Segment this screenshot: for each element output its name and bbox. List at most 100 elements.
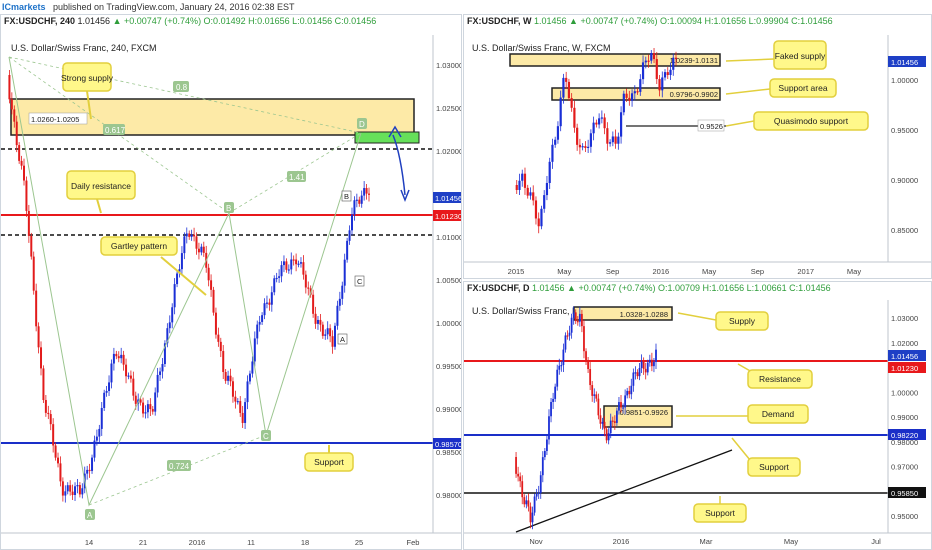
candle-body	[605, 429, 608, 441]
h4-price-axis[interactable]: 1.030001.025001.020001.015001.010001.005…	[436, 61, 461, 500]
h4-callout-pointer-0	[86, 90, 92, 120]
candle-body	[611, 136, 614, 143]
candle-body	[655, 59, 658, 80]
w-xticks-label: May	[847, 267, 861, 276]
candle-body	[622, 407, 624, 409]
w-callout-box-1	[769, 78, 837, 98]
candle-body	[607, 433, 610, 441]
w-time-axis[interactable]: 2015 May Sep 2016 May Sep 2017 May	[508, 267, 862, 276]
chart-pane-daily[interactable]: FX:USDCHF, D 1.01456 ▲ +0.00747 (+0.74%)…	[463, 281, 932, 550]
h4-point-d-box	[357, 118, 367, 129]
w-ohlc: 1.01456 ▲ +0.00747 (+0.74%) O:1.00094 H:…	[534, 16, 833, 26]
candle-body	[560, 365, 563, 367]
candle-body	[598, 118, 601, 125]
candle-body	[13, 109, 16, 122]
chart-pane-weekly[interactable]: FX:USDCHF, W 1.01456 ▲ +0.00747 (+0.74%)…	[463, 14, 932, 279]
w-callout-box-0	[773, 40, 827, 70]
d-chart-canvas[interactable]: U.S. Dollar/Swiss Franc, D, FXCM 1.0328-…	[464, 282, 931, 549]
h4-yticks-label: 0.99000	[436, 405, 461, 414]
candle-body	[363, 188, 366, 196]
candle-body	[49, 414, 52, 425]
w-callout-pointer-0	[725, 58, 775, 62]
candle-body	[368, 193, 370, 195]
candle-body	[592, 122, 595, 134]
d-time-axis[interactable]: Nov 2016 Mar May Jul	[529, 537, 881, 546]
w-zone-label-1: 0.9796-0.9902	[670, 90, 718, 99]
h4-chart-canvas[interactable]: U.S. Dollar/Swiss Franc, 240, FXCM 1.026…	[1, 15, 461, 549]
candle-body	[299, 262, 302, 264]
candle-body	[619, 112, 623, 137]
d-callout-box-0	[715, 311, 769, 331]
d-symbol[interactable]: FX:USDCHF, D	[467, 283, 530, 293]
candle-body	[35, 290, 38, 327]
h4-ratio-box-3	[167, 460, 191, 471]
candle-body	[15, 121, 18, 146]
candle-body	[251, 361, 254, 374]
d-yticks-label: 0.95000	[891, 512, 918, 521]
candle-body	[519, 476, 522, 482]
w-chart-canvas[interactable]: U.S. Dollar/Swiss Franc, W, FXCM 1.0239-…	[464, 15, 931, 278]
candle-body	[292, 259, 295, 261]
candle-body	[618, 402, 620, 411]
h4-ac-leg	[88, 434, 267, 506]
candle-body	[348, 230, 351, 241]
h4-abc-c-box	[354, 275, 365, 287]
candle-body	[74, 486, 77, 495]
h4-projection-arrow-head	[400, 189, 410, 203]
candle-body	[81, 488, 84, 495]
chart-pane-h4[interactable]: FX:USDCHF, 240 1.01456 ▲ +0.00747 (+0.74…	[0, 14, 462, 550]
w-callout-quasimodo: Quasimodo support	[774, 116, 849, 126]
d-xticks-label: Mar	[700, 537, 713, 546]
publish-info: published on TradingView.com, January 24…	[53, 2, 295, 12]
d-callout-box-3	[747, 457, 801, 477]
candle-body	[648, 359, 651, 363]
w-price-axis[interactable]: 1.00000 0.95000 0.90000 0.85000	[891, 76, 918, 235]
candle-body	[613, 421, 616, 423]
w-yticks-label: 1.00000	[891, 76, 918, 85]
candle-body	[626, 390, 629, 396]
candle-body	[355, 199, 358, 201]
candle-body	[343, 259, 346, 286]
h4-tag-sup-box	[433, 438, 461, 449]
candle-body	[23, 165, 26, 181]
candle-body	[625, 93, 628, 98]
candle-body	[365, 188, 368, 194]
candle-body	[253, 338, 256, 362]
candle-body	[200, 246, 203, 253]
candle-body	[197, 248, 200, 253]
candle-body	[653, 361, 655, 367]
candle-body	[584, 146, 587, 148]
candle-body	[331, 336, 334, 347]
candle-body	[565, 77, 568, 82]
candle-body	[589, 369, 592, 386]
h4-xticks-label: 21	[139, 538, 147, 547]
candle-body	[37, 326, 40, 348]
h4-tag-sup: 0.98570	[435, 440, 461, 449]
candle-body	[326, 328, 329, 335]
candle-body	[595, 122, 598, 125]
candle-body	[333, 325, 336, 347]
candle-body	[227, 375, 230, 381]
h4-symbol[interactable]: FX:USDCHF, 240	[4, 16, 76, 26]
candle-body	[125, 364, 128, 377]
h4-point-b-box	[224, 202, 234, 213]
h4-xticks-label: 11	[247, 538, 255, 547]
candle-body	[297, 263, 300, 265]
h4-abc-b: B	[344, 192, 349, 201]
h4-last: 1.01456	[77, 16, 111, 26]
w-callout-box-2	[753, 111, 869, 131]
candle-body	[589, 133, 592, 147]
candle-body	[110, 363, 113, 383]
candle-body	[27, 210, 30, 236]
h4-callout-pointer-1	[96, 198, 102, 214]
brand-name[interactable]: ICmarkets	[2, 2, 46, 12]
w-tag-price-box	[888, 56, 926, 67]
candle-body	[103, 392, 106, 408]
candle-body	[581, 146, 584, 148]
candle-body	[229, 375, 232, 382]
h4-ohlc: ▲ +0.00747 (+0.74%) O:0.01492 H:0.01656 …	[112, 16, 377, 26]
w-symbol[interactable]: FX:USDCHF, W	[467, 16, 532, 26]
h4-time-axis[interactable]: 14 21 2016 11 18 25 Feb	[85, 538, 420, 547]
candle-body	[529, 506, 532, 523]
candle-body	[314, 313, 317, 324]
